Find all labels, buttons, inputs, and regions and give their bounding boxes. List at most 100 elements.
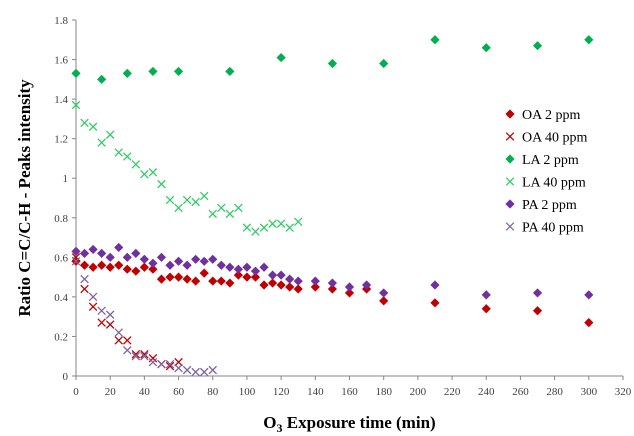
data-point xyxy=(148,168,158,177)
data-point xyxy=(148,264,158,274)
data-point xyxy=(123,346,132,355)
y-tick-label: 1.2 xyxy=(54,134,68,146)
data-point xyxy=(259,223,269,232)
data-point xyxy=(310,282,320,292)
x-tick-label: 260 xyxy=(512,386,529,398)
data-point xyxy=(165,272,175,282)
data-point xyxy=(361,280,372,290)
legend-label: OA 40 ppm xyxy=(522,131,587,146)
legend-marker xyxy=(505,109,515,119)
x-tick-label: 240 xyxy=(478,386,495,398)
data-point xyxy=(71,257,81,266)
x-tick-label: 280 xyxy=(546,386,563,398)
series-pa-40-ppm xyxy=(71,257,218,377)
series-la-2-ppm xyxy=(71,35,594,84)
data-point xyxy=(344,288,355,298)
legend-label: LA 2 ppm xyxy=(522,153,579,168)
data-point xyxy=(191,254,201,264)
data-point xyxy=(174,363,183,373)
data-point xyxy=(123,152,132,161)
x-tick-label: 80 xyxy=(207,386,219,398)
y-tick-label: 0.2 xyxy=(54,331,68,343)
data-point xyxy=(430,298,440,308)
data-point xyxy=(156,252,167,262)
legend-marker xyxy=(505,132,515,141)
data-point xyxy=(131,266,141,276)
data-point xyxy=(481,290,491,300)
data-point xyxy=(327,284,338,294)
data-point xyxy=(131,349,141,359)
data-point xyxy=(114,336,123,345)
data-point xyxy=(182,365,192,375)
data-point xyxy=(208,254,218,264)
data-point xyxy=(285,274,295,284)
data-point xyxy=(114,148,123,157)
data-point xyxy=(105,262,115,272)
data-point xyxy=(148,258,158,268)
data-point xyxy=(285,282,295,292)
data-point xyxy=(293,217,303,226)
x-tick-label: 300 xyxy=(581,386,598,398)
y-axis-title: Ratio C=C/C-H - Peaks intensity xyxy=(15,79,34,317)
data-point xyxy=(131,160,141,169)
data-point xyxy=(88,262,98,272)
legend-label: PA 2 ppm xyxy=(522,198,577,213)
data-point xyxy=(208,209,218,219)
y-tick-label: 1 xyxy=(63,173,69,185)
data-point xyxy=(267,278,278,288)
data-point xyxy=(251,227,260,236)
data-point xyxy=(225,262,235,272)
data-point xyxy=(148,353,158,363)
x-axis-title-prefix: O xyxy=(263,413,276,432)
data-point xyxy=(79,260,90,270)
data-point xyxy=(140,170,149,179)
data-point xyxy=(71,100,81,110)
ticks: 0 0.2 0.4 0.6 0.8 1 1.2 1.4 1.6 1.8 0 20 40 60 80 100 12… xyxy=(54,15,632,398)
data-point xyxy=(122,264,132,274)
x-axis-title-suffix: Exposure time (min) xyxy=(283,413,436,432)
data-point xyxy=(156,274,167,284)
data-point xyxy=(79,248,90,258)
data-point xyxy=(584,35,594,45)
data-point xyxy=(157,359,166,369)
data-point xyxy=(165,260,175,270)
data-point xyxy=(199,367,209,377)
data-point xyxy=(532,41,543,51)
x-tick-label: 100 xyxy=(239,386,256,398)
data-point xyxy=(225,278,235,288)
data-point xyxy=(208,365,218,375)
data-point xyxy=(379,296,389,306)
x-tick-label: 40 xyxy=(139,386,151,398)
data-points xyxy=(71,35,594,377)
data-point xyxy=(140,351,149,361)
data-point xyxy=(234,203,243,213)
data-point xyxy=(327,58,338,69)
data-point xyxy=(191,276,201,286)
data-point xyxy=(122,68,132,78)
legend-item-pa-40-ppm: PA 40 ppm xyxy=(505,221,584,236)
data-point xyxy=(199,256,209,266)
data-point xyxy=(165,359,175,369)
data-point xyxy=(285,223,294,232)
x-tick-label: 180 xyxy=(375,386,392,398)
data-point xyxy=(88,244,98,255)
data-point xyxy=(165,361,175,371)
x-tick-label: 20 xyxy=(105,386,117,398)
data-point xyxy=(71,68,81,78)
x-tick-label: 140 xyxy=(307,386,324,398)
data-point xyxy=(182,260,192,270)
data-point xyxy=(97,138,106,147)
data-point xyxy=(481,304,491,314)
legend-marker xyxy=(505,154,515,164)
data-point xyxy=(199,268,209,278)
data-point xyxy=(259,262,269,272)
data-point xyxy=(97,74,107,84)
series-pa-2-ppm xyxy=(71,242,594,300)
legend: OA 2 ppm OA 40 ppm LA 2 ppm LA 40 ppm PA 2 p… xyxy=(505,108,587,236)
legend-marker xyxy=(505,199,515,209)
data-point xyxy=(242,223,252,232)
data-point xyxy=(139,254,149,264)
data-point xyxy=(532,306,543,316)
x-tick-label: 60 xyxy=(173,386,185,398)
